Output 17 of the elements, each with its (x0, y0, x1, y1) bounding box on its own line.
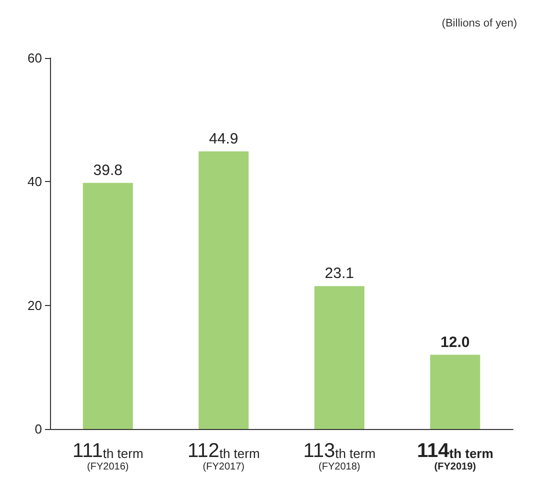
y-tick-label: 20 (28, 298, 42, 313)
bar (82, 182, 133, 429)
bar (198, 151, 249, 429)
x-tick-label: 112th term (FY2017) (187, 440, 260, 472)
data-label: 12.0 (440, 334, 470, 351)
bar (430, 354, 480, 429)
y-tick-label: 0 (34, 422, 42, 436)
data-label: 44.9 (209, 130, 238, 148)
y-tick-label: 40 (28, 174, 42, 190)
bar (314, 286, 364, 429)
x-tick-label: 113th term (FY2018) (303, 440, 376, 472)
y-tick-label: 60 (28, 50, 42, 66)
data-label: 39.8 (93, 162, 122, 179)
x-tick-label: 111th term (FY2016) (72, 440, 144, 472)
data-label: 23.1 (324, 265, 354, 282)
text: (Billions of yen) (442, 18, 518, 30)
x-tick-label: 114th term (FY2019) (416, 440, 494, 472)
